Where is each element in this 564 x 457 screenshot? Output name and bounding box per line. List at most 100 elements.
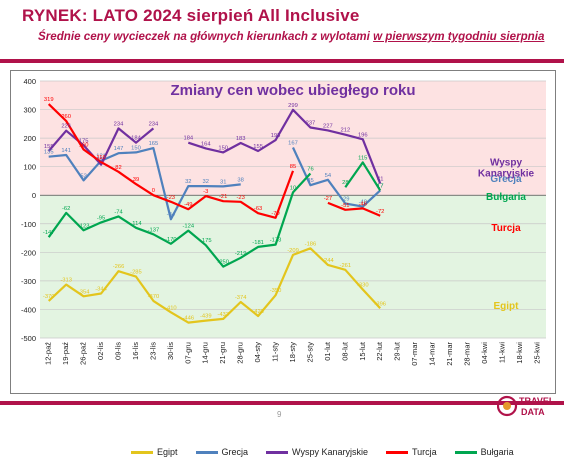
- data-label: 226: [61, 124, 71, 130]
- data-label: -354: [78, 289, 90, 295]
- x-tick-label: 18-sty: [288, 342, 297, 363]
- data-label: 32: [203, 179, 209, 185]
- x-tick-label: 29-lut: [393, 341, 402, 361]
- data-label: -51: [341, 203, 349, 209]
- data-label: 234: [149, 121, 159, 127]
- data-label: -181: [252, 240, 264, 246]
- data-label: -95: [97, 215, 105, 221]
- data-label: -439: [200, 314, 212, 320]
- y-tick-label: -300: [21, 277, 36, 286]
- data-label: 227: [323, 123, 333, 129]
- data-label: -313: [60, 278, 72, 284]
- subtitle-text: Średnie ceny wycieczek na głównych kieru…: [38, 30, 374, 43]
- data-label: -250: [217, 260, 229, 266]
- series-line-grecja: [48, 147, 381, 221]
- y-tick-label: 100: [23, 163, 36, 172]
- x-tick-label: 21-gru: [218, 342, 227, 364]
- y-tick-label: -400: [21, 305, 36, 314]
- data-label: 155: [44, 144, 54, 150]
- data-label: 212: [341, 128, 351, 134]
- data-label: 237: [306, 121, 316, 127]
- data-label: 150: [218, 145, 228, 151]
- data-label: -49: [184, 202, 192, 208]
- data-label: 196: [358, 132, 368, 138]
- series-end-label: Egipt: [494, 301, 520, 312]
- data-label: 121: [96, 154, 106, 160]
- data-label: 319: [44, 97, 54, 103]
- data-label: 10: [290, 185, 296, 191]
- data-label: -63: [254, 206, 262, 212]
- data-label: -40: [359, 200, 367, 206]
- legend-label: Wyspy Kanaryjskie: [292, 447, 368, 457]
- data-label: 234: [114, 121, 124, 127]
- y-tick-label: -500: [21, 334, 36, 343]
- page-title: RYNEK: LATO 2024 sierpień All Inclusive: [22, 6, 360, 25]
- legend-swatch: [131, 450, 153, 454]
- series-end-label: Bułgaria: [486, 192, 526, 203]
- footer-divider: [0, 401, 564, 405]
- data-label: -23: [167, 195, 175, 201]
- data-label: 184: [183, 136, 193, 142]
- legend-label: Turcja: [411, 447, 437, 457]
- legend-swatch: [454, 450, 477, 454]
- y-tick-label: -100: [21, 220, 36, 229]
- x-tick-label: 28-mar: [462, 342, 471, 366]
- legend-item: Bułgaria: [454, 447, 514, 457]
- data-label: -114: [130, 221, 142, 227]
- data-label: 17: [377, 183, 383, 189]
- data-label: 35: [307, 178, 313, 184]
- data-label: -446: [183, 316, 195, 322]
- data-label: -285: [130, 270, 142, 276]
- legend-label: Grecja: [221, 447, 249, 457]
- data-label: -410: [165, 305, 177, 311]
- data-label: 28: [342, 180, 348, 186]
- legend-label: Bułgaria: [480, 447, 514, 457]
- data-label: -370: [43, 294, 55, 300]
- travel-data-logo: TRAVEL DATA: [497, 395, 555, 417]
- x-tick-label: 23-lis: [148, 342, 157, 360]
- data-label: -433: [217, 312, 229, 318]
- data-label: -29: [341, 197, 349, 203]
- subtitle-underlined-text: w pierwszym tygodniu sierpnia: [373, 30, 545, 43]
- page-number: 9: [277, 410, 282, 419]
- data-label: -84: [167, 212, 176, 218]
- data-label: -209: [287, 248, 299, 254]
- x-tick-label: 09-lis: [114, 342, 123, 360]
- data-label: 82: [115, 165, 121, 171]
- legend-item: Grecja: [195, 447, 249, 457]
- data-label: 193: [271, 133, 281, 139]
- data-label: 135: [44, 150, 54, 156]
- data-label: -46: [359, 201, 367, 207]
- legend-item: Wyspy Kanaryjskie: [266, 447, 368, 457]
- data-label: -374: [235, 295, 247, 301]
- logo-text-bottom: DATA: [521, 407, 545, 417]
- legend-item: Egipt: [131, 447, 178, 457]
- data-label: 299: [288, 103, 298, 109]
- y-tick-label: 400: [23, 77, 36, 86]
- data-label: -330: [357, 282, 369, 288]
- legend-swatch: [385, 450, 408, 454]
- data-label: 17: [377, 183, 383, 189]
- data-label: 167: [288, 141, 298, 147]
- data-label: -173: [270, 238, 282, 244]
- series-end-label: Kanaryjskie: [478, 169, 535, 180]
- data-label: -123: [78, 223, 90, 229]
- x-tick-label: 25-sty: [305, 342, 314, 363]
- x-tick-label: 11-kwi: [497, 342, 506, 363]
- x-tick-label: 04-sty: [253, 342, 262, 363]
- data-label: 38: [237, 177, 243, 183]
- data-label: -186: [305, 241, 317, 247]
- series-end-label: Turcja: [491, 223, 521, 234]
- x-tick-label: 07-gru: [183, 342, 192, 364]
- data-label: -79: [271, 211, 279, 217]
- data-label: 54: [325, 173, 332, 179]
- data-label: 115: [358, 155, 367, 161]
- data-label: 183: [236, 136, 246, 142]
- x-tick-label: 26-paź: [79, 342, 88, 365]
- data-label: -124: [183, 224, 195, 230]
- data-label: -350: [270, 288, 282, 294]
- data-label: -3: [203, 189, 208, 195]
- data-label: 32: [185, 179, 191, 185]
- chart-legend: Egipt Grecja Wyspy Kanaryjskie Turcja Bułgar…: [131, 447, 514, 457]
- data-label: 164: [201, 141, 211, 147]
